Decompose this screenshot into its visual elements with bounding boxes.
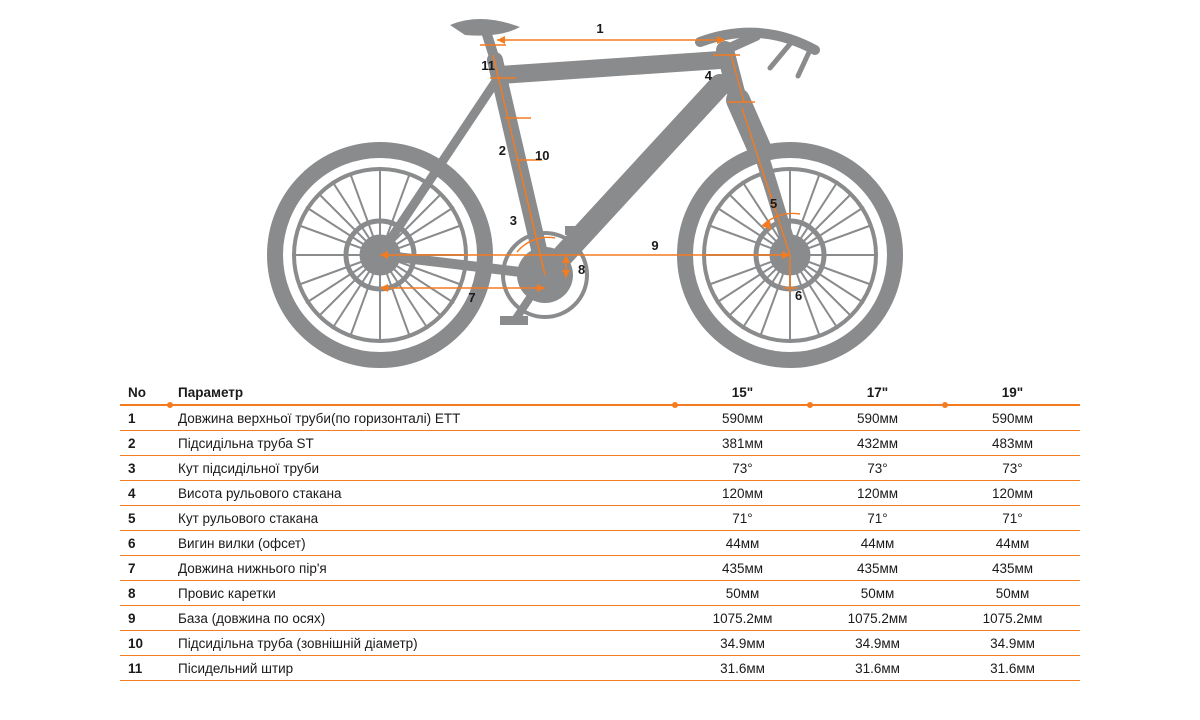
cell-size: 73° (945, 456, 1080, 481)
cell-size: 381мм (675, 431, 810, 456)
cell-no: 9 (120, 606, 170, 631)
cell-no: 8 (120, 581, 170, 606)
cell-param: База (довжина по осях) (170, 606, 675, 631)
dim-label-5: 5 (770, 196, 777, 211)
cell-no: 5 (120, 506, 170, 531)
dim-label-6: 6 (795, 288, 802, 303)
cell-param: Кут підсидільної труби (170, 456, 675, 481)
cell-no: 4 (120, 481, 170, 506)
cell-param: Підсидільна труба ST (170, 431, 675, 456)
cell-param: Пісидельний штир (170, 656, 675, 681)
cell-size: 73° (810, 456, 945, 481)
cell-size: 50мм (810, 581, 945, 606)
cell-size: 31.6мм (675, 656, 810, 681)
cell-size: 34.9мм (945, 631, 1080, 656)
table-row: 11Пісидельний штир31.6мм31.6мм31.6мм (120, 656, 1080, 681)
cell-size: 590мм (810, 405, 945, 431)
table-row: 9База (довжина по осях)1075.2мм1075.2мм1… (120, 606, 1080, 631)
cell-size: 432мм (810, 431, 945, 456)
table-row: 2Підсидільна труба ST381мм432мм483мм (120, 431, 1080, 456)
cell-param: Довжина верхньої труби(по горизонталі) E… (170, 405, 675, 431)
cell-param: Вигин вилки (офсет) (170, 531, 675, 556)
cell-size: 1075.2мм (945, 606, 1080, 631)
cell-no: 11 (120, 656, 170, 681)
cell-no: 6 (120, 531, 170, 556)
cell-size: 34.9мм (810, 631, 945, 656)
cell-param: Кут рульового стакана (170, 506, 675, 531)
geometry-table: No Параметр 15" 17" 19" (0, 370, 1200, 681)
cell-size: 435мм (675, 556, 810, 581)
cell-no: 7 (120, 556, 170, 581)
table-row: 6Вигин вилки (офсет)44мм44мм44мм (120, 531, 1080, 556)
dim-label-8: 8 (578, 262, 585, 277)
cell-size: 34.9мм (675, 631, 810, 656)
cell-no: 1 (120, 405, 170, 431)
cell-size: 120мм (675, 481, 810, 506)
table-row: 7Довжина нижнього пір'я435мм435мм435мм (120, 556, 1080, 581)
header-size-17: 17" (810, 380, 945, 405)
header-no: No (120, 380, 170, 405)
cell-size: 71° (945, 506, 1080, 531)
bike-geometry-diagram: 1 2 3 4 5 6 7 8 9 10 11 (0, 0, 1200, 370)
cell-param: Висота рульового стакана (170, 481, 675, 506)
dim-label-1: 1 (596, 21, 603, 36)
cell-param: Провис каретки (170, 581, 675, 606)
table-row: 5Кут рульового стакана71°71°71° (120, 506, 1080, 531)
dim-label-7: 7 (468, 290, 475, 305)
table-row: 1Довжина верхньої труби(по горизонталі) … (120, 405, 1080, 431)
cell-size: 44мм (675, 531, 810, 556)
dim-label-3: 3 (510, 213, 517, 228)
cell-size: 435мм (810, 556, 945, 581)
cell-size: 31.6мм (945, 656, 1080, 681)
cell-size: 120мм (945, 481, 1080, 506)
table-header-row: No Параметр 15" 17" 19" (120, 380, 1080, 405)
cell-size: 435мм (945, 556, 1080, 581)
cell-size: 1075.2мм (810, 606, 945, 631)
header-param: Параметр (170, 380, 675, 405)
table-row: 4Висота рульового стакана120мм120мм120мм (120, 481, 1080, 506)
cell-size: 120мм (810, 481, 945, 506)
table-row: 8Провис каретки50мм50мм50мм (120, 581, 1080, 606)
table-row: 3Кут підсидільної труби73°73°73° (120, 456, 1080, 481)
cell-size: 1075.2мм (675, 606, 810, 631)
cell-no: 10 (120, 631, 170, 656)
cell-param: Підсидільна труба (зовнішній діаметр) (170, 631, 675, 656)
cell-size: 483мм (945, 431, 1080, 456)
cell-param: Довжина нижнього пір'я (170, 556, 675, 581)
dim-label-10: 10 (535, 148, 549, 163)
cell-size: 50мм (675, 581, 810, 606)
cell-size: 31.6мм (810, 656, 945, 681)
cell-size: 71° (675, 506, 810, 531)
header-size-15: 15" (675, 380, 810, 405)
cell-no: 2 (120, 431, 170, 456)
dim-label-2: 2 (499, 143, 506, 158)
table-row: 10Підсидільна труба (зовнішній діаметр)3… (120, 631, 1080, 656)
cell-no: 3 (120, 456, 170, 481)
cell-size: 71° (810, 506, 945, 531)
header-size-19: 19" (945, 380, 1080, 405)
cell-size: 73° (675, 456, 810, 481)
cell-size: 50мм (945, 581, 1080, 606)
dim-label-9: 9 (651, 238, 658, 253)
dim-label-4: 4 (705, 68, 713, 83)
cell-size: 590мм (945, 405, 1080, 431)
cell-size: 44мм (810, 531, 945, 556)
dim-label-11: 11 (481, 58, 495, 73)
cell-size: 44мм (945, 531, 1080, 556)
cell-size: 590мм (675, 405, 810, 431)
